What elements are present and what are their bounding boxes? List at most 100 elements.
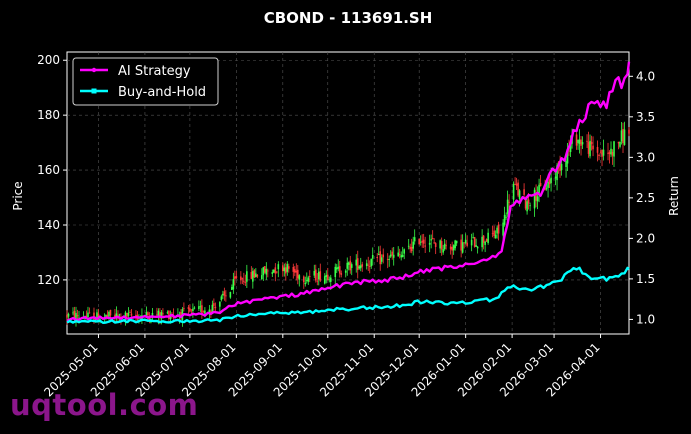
candle-body	[368, 265, 371, 267]
candle-body	[282, 265, 284, 272]
candle-body	[346, 262, 349, 269]
candle-body	[452, 245, 455, 251]
candle-body	[328, 279, 331, 281]
watermark: uqtool.com	[10, 388, 199, 422]
candle-body	[202, 311, 205, 313]
candle-body	[162, 313, 164, 315]
candle-body	[340, 273, 343, 275]
candle-body	[463, 242, 465, 244]
candle-body	[422, 239, 425, 244]
candle-body	[533, 189, 536, 209]
y2-tick-label: 1.5	[636, 272, 655, 286]
candle-body	[497, 224, 500, 234]
candle-body	[264, 266, 266, 273]
candle-body	[286, 264, 289, 272]
candle-body	[78, 317, 80, 319]
candle-body	[250, 271, 253, 279]
candle-body	[261, 275, 263, 279]
y-tick-label: 120	[37, 273, 60, 287]
y2-tick-label: 3.0	[636, 150, 655, 164]
candle-body	[401, 254, 404, 257]
candle-body	[304, 282, 307, 285]
candle-body	[243, 280, 245, 282]
candle-body	[313, 270, 316, 276]
candle-body	[84, 318, 86, 320]
candle-body	[127, 312, 130, 316]
y2-tick-label: 4.0	[636, 69, 655, 83]
candle-body	[72, 312, 74, 314]
candle-body	[503, 214, 506, 225]
candle-body	[285, 267, 287, 274]
candle-body	[398, 253, 401, 255]
candle-body	[433, 242, 435, 244]
candle-body	[409, 246, 411, 250]
candle-body	[407, 245, 410, 247]
candle-body	[148, 316, 151, 321]
candle-body	[235, 276, 238, 279]
candle-body	[319, 271, 322, 281]
candle-body	[535, 193, 537, 201]
candle-body	[157, 310, 160, 318]
candle-body	[484, 241, 486, 245]
candle-body	[371, 254, 374, 259]
candle-body	[536, 196, 539, 202]
ai-strategy-line	[66, 61, 631, 322]
candle-body	[314, 269, 317, 281]
candle-body	[508, 201, 510, 203]
candle-body	[379, 251, 382, 265]
candle-body	[316, 280, 319, 282]
candle-body	[389, 254, 392, 257]
candle-body	[464, 239, 467, 244]
candle-body	[622, 128, 624, 144]
legend-label-bh: Buy-and-Hold	[118, 85, 206, 100]
candle-body	[232, 279, 235, 290]
candle-body	[356, 258, 359, 271]
candle-body	[296, 269, 299, 279]
candle-body	[391, 251, 394, 256]
candle-body	[67, 313, 70, 317]
candle-body	[355, 259, 358, 266]
candle-body	[449, 246, 452, 250]
legend-label-ai: AI Strategy	[118, 64, 191, 79]
candle-body	[323, 276, 326, 284]
candle-body	[255, 273, 257, 277]
candle-body	[506, 199, 509, 214]
candle-body	[308, 276, 311, 277]
candle-body	[277, 264, 280, 270]
candle-body	[388, 259, 391, 260]
candle-body	[234, 276, 236, 279]
candle-body	[481, 236, 483, 248]
candle-body	[529, 205, 531, 207]
candle-body	[512, 183, 515, 200]
candle-body	[213, 303, 215, 306]
candle-body	[334, 266, 337, 278]
candle-body	[482, 235, 485, 243]
y2-tick-label: 1.0	[636, 312, 655, 326]
candle-body	[169, 315, 172, 320]
candle-body	[515, 183, 518, 186]
candle-body	[222, 293, 224, 296]
grid-layer	[67, 52, 629, 334]
candle-body	[518, 190, 521, 199]
candle-body	[130, 313, 133, 316]
candle-body	[198, 306, 200, 310]
candle-body	[526, 201, 528, 212]
candle-body	[151, 312, 154, 318]
legend: AI Strategy Buy-and-Hold	[72, 57, 219, 106]
candle-body	[619, 141, 621, 147]
chart-title: CBOND - 113691.SH	[264, 9, 433, 27]
candle-body	[295, 270, 298, 273]
candle-body	[554, 176, 557, 179]
candle-body	[592, 145, 594, 150]
candle-body	[623, 129, 626, 145]
candle-body	[628, 129, 630, 134]
candle-body	[524, 198, 527, 209]
candle-body	[376, 257, 379, 259]
candle-body	[307, 277, 310, 282]
candle-body	[75, 313, 77, 321]
candle-body	[229, 292, 232, 298]
candle-body	[87, 312, 89, 318]
candle-body	[545, 188, 548, 190]
candle-body	[211, 304, 214, 313]
candle-body	[147, 312, 149, 316]
